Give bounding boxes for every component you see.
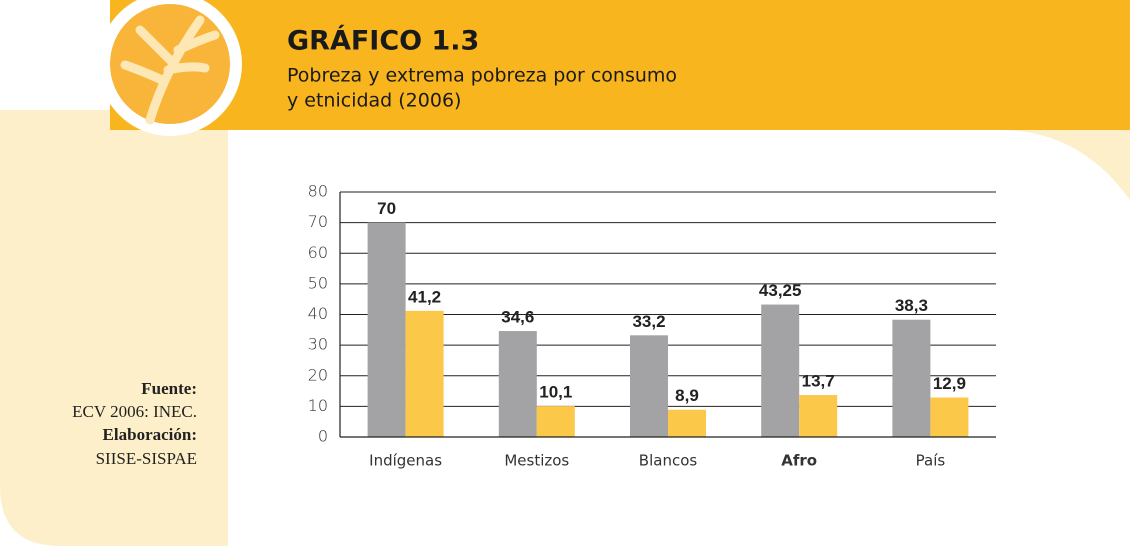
value-label: 38,3 xyxy=(895,296,928,315)
y-tick-label: 20 xyxy=(308,365,328,384)
value-label: 8,9 xyxy=(675,386,699,405)
y-tick-label: 10 xyxy=(308,396,328,415)
y-tick-label: 50 xyxy=(308,273,328,292)
y-tick-label: 70 xyxy=(308,212,328,231)
source-text: ECV 2006: INEC. xyxy=(72,402,197,421)
y-tick-label: 30 xyxy=(308,335,328,354)
value-label: 13,7 xyxy=(802,372,835,391)
value-label: 34,6 xyxy=(501,308,534,327)
bar xyxy=(630,335,668,437)
value-label: 33,2 xyxy=(632,312,665,331)
value-label: 12,9 xyxy=(933,374,966,393)
source-label: Elaboración: xyxy=(103,425,197,444)
y-tick-label: 40 xyxy=(308,304,328,323)
y-tick-label: 80 xyxy=(308,182,328,201)
bar xyxy=(499,331,537,437)
value-label: 41,2 xyxy=(408,287,441,306)
bar xyxy=(668,410,706,437)
value-label: 43,25 xyxy=(759,281,802,300)
x-tick-label: País xyxy=(916,452,946,470)
bar xyxy=(761,305,799,437)
bar xyxy=(368,223,406,437)
x-tick-label: Blancos xyxy=(639,452,698,470)
bar xyxy=(406,311,444,437)
chart: GRÁFICO 1.3 Pobreza y extrema pobreza po… xyxy=(0,0,1130,546)
bar xyxy=(930,397,968,437)
chart-subtitle: Pobreza y extrema pobreza por consumo xyxy=(287,65,677,87)
source-text: SIISE-SISPAE xyxy=(96,449,197,468)
source-label: Fuente: xyxy=(141,379,197,398)
y-tick-label: 0 xyxy=(318,427,328,446)
value-label: 10,1 xyxy=(539,383,572,402)
y-tick-label: 60 xyxy=(308,243,328,262)
bar xyxy=(799,395,837,437)
chart-title: GRÁFICO 1.3 xyxy=(287,25,479,57)
bar xyxy=(537,406,575,437)
x-tick-label: Indígenas xyxy=(369,452,442,470)
value-label: 70 xyxy=(377,199,396,218)
x-tick-label: Afro xyxy=(781,452,817,470)
bar xyxy=(892,320,930,437)
chart-subtitle: y etnicidad (2006) xyxy=(287,90,461,112)
x-tick-label: Mestizos xyxy=(504,452,569,470)
